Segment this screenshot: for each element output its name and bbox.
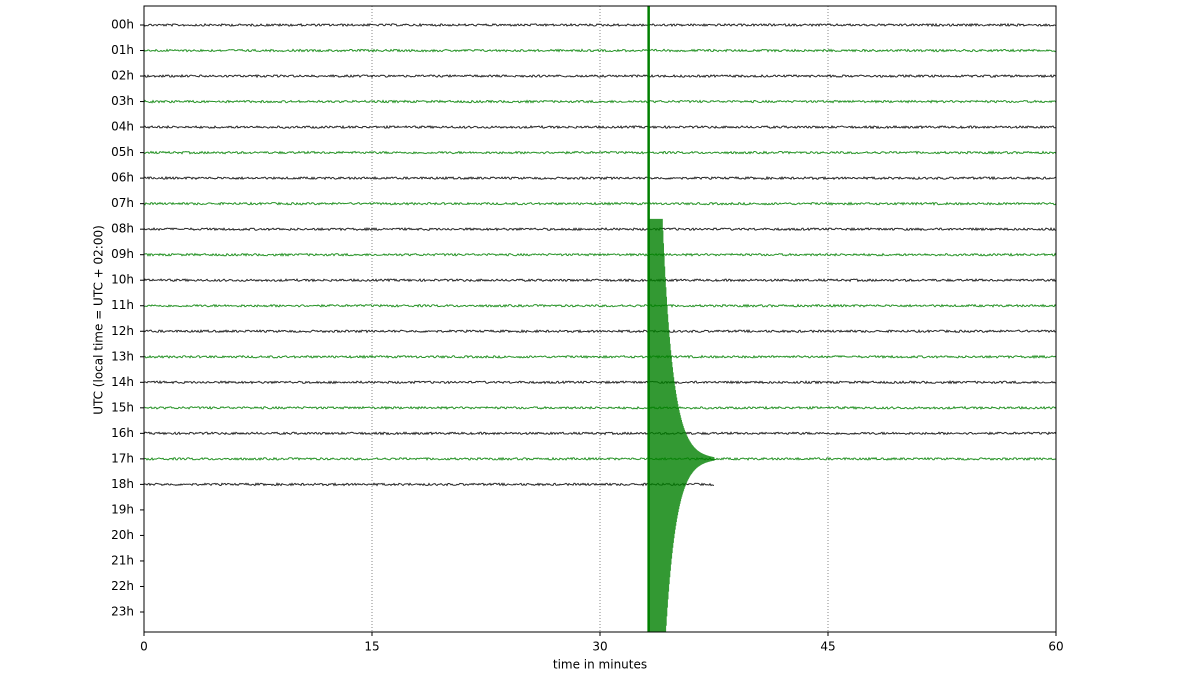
y-tick-label: 17h bbox=[111, 451, 134, 465]
trace bbox=[143, 150, 1057, 155]
y-tick-label: 07h bbox=[111, 196, 134, 210]
x-tick-label: 30 bbox=[592, 640, 607, 654]
trace bbox=[143, 48, 1057, 53]
y-tick-label: 15h bbox=[111, 400, 134, 414]
y-tick-label: 23h bbox=[111, 605, 134, 619]
trace bbox=[143, 456, 1057, 462]
trace bbox=[143, 99, 1057, 104]
y-tick-label: 09h bbox=[111, 247, 134, 261]
trace bbox=[143, 124, 1057, 130]
y-tick-label: 03h bbox=[111, 94, 134, 108]
trace bbox=[143, 278, 1057, 283]
y-tick-label: 13h bbox=[111, 349, 134, 363]
trace bbox=[143, 201, 1057, 206]
y-tick-label: 14h bbox=[111, 375, 134, 389]
plot-frame bbox=[143, 5, 1057, 633]
y-tick-label: 16h bbox=[111, 426, 134, 440]
trace bbox=[143, 329, 1057, 334]
trace bbox=[143, 482, 715, 487]
y-tick-label: 20h bbox=[111, 528, 134, 542]
y-tick-label: 19h bbox=[111, 502, 134, 516]
y-tick-label: 12h bbox=[111, 324, 134, 338]
x-tick-label: 60 bbox=[1048, 640, 1063, 654]
event-waveform bbox=[648, 218, 715, 633]
trace bbox=[143, 405, 1057, 410]
trace bbox=[143, 73, 1057, 79]
y-tick-label: 02h bbox=[111, 69, 134, 83]
y-tick-label: 21h bbox=[111, 553, 134, 567]
y-tick-label: 01h bbox=[111, 43, 134, 57]
trace bbox=[143, 226, 1057, 232]
y-tick-label: 05h bbox=[111, 145, 134, 159]
y-axis-label: UTC (local time = UTC + 02:00) bbox=[92, 225, 106, 415]
y-tick-label: 10h bbox=[111, 273, 134, 287]
y-tick-label: 18h bbox=[111, 477, 134, 491]
trace bbox=[143, 22, 1057, 28]
y-tick-label: 11h bbox=[111, 298, 134, 312]
x-tick-label: 45 bbox=[820, 640, 835, 654]
x-tick-label: 0 bbox=[140, 640, 148, 654]
y-tick-label: 00h bbox=[111, 18, 134, 32]
x-axis-label: time in minutes bbox=[553, 658, 647, 672]
x-tick-label: 15 bbox=[364, 640, 379, 654]
trace bbox=[143, 354, 1057, 360]
y-tick-label: 06h bbox=[111, 171, 134, 185]
trace bbox=[143, 252, 1057, 257]
trace bbox=[143, 175, 1057, 181]
trace bbox=[143, 303, 1057, 308]
trace bbox=[143, 431, 1057, 436]
trace bbox=[143, 380, 1057, 385]
y-tick-label: 04h bbox=[111, 120, 134, 134]
y-tick-label: 08h bbox=[111, 222, 134, 236]
y-tick-label: 22h bbox=[111, 579, 134, 593]
